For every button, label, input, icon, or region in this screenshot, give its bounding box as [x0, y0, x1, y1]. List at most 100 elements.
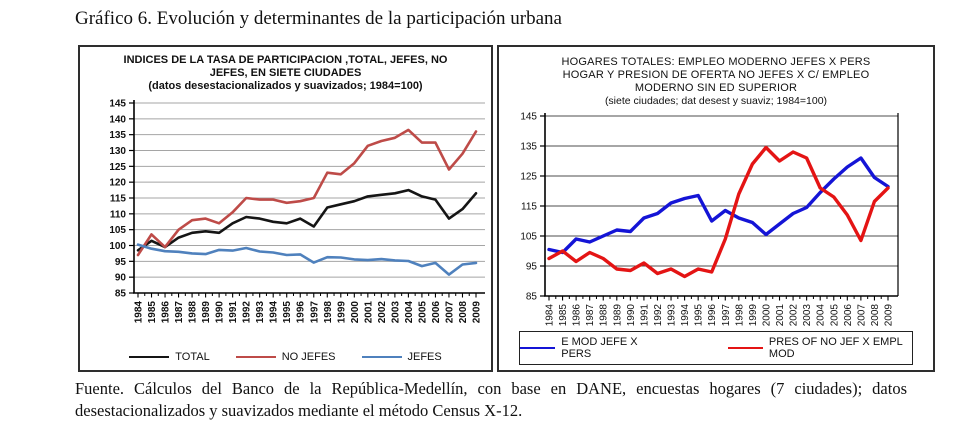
legend-swatch-jefes [361, 355, 402, 359]
left-chart-plot: 85 90 95 100 105 110 115 120 125 130 135 140 145 1984… [109, 99, 485, 324]
svg-text:135: 135 [109, 130, 126, 141]
svg-text:135: 135 [520, 142, 537, 153]
series-line-no-jefes [136, 128, 478, 257]
left-chart-title: INDICES DE LA TASA DE PARTICIPACION ,TOT… [80, 47, 491, 80]
svg-text:85: 85 [526, 292, 538, 303]
svg-text:130: 130 [109, 146, 126, 157]
legend-item-no-jefes: NO JEFES [235, 351, 336, 363]
series-line-jefes [136, 243, 478, 276]
left-chart-panel: INDICES DE LA TASA DE PARTICIPACION ,TOT… [78, 45, 493, 372]
svg-text:2005: 2005 [417, 301, 428, 324]
legend-label-no-jefes: NO JEFES [281, 351, 336, 363]
svg-text:1992: 1992 [653, 304, 664, 327]
participation-indices-tick-labels: 85 90 95 100 105 110 115 120 125 130 135 140 145 1984… [109, 99, 482, 324]
modern-employment-pressure-axes [540, 113, 899, 301]
right-chart-title-line3: MODERNO SIN ED SUPERIOR [634, 82, 798, 94]
series-line-e-mod-jefe-x-pers [547, 156, 890, 255]
svg-text:1996: 1996 [707, 304, 718, 327]
svg-text:2004: 2004 [404, 301, 415, 324]
svg-text:1996: 1996 [296, 301, 307, 324]
svg-text:115: 115 [521, 202, 537, 213]
legend-item-total: TOTAL [129, 351, 210, 363]
svg-text:2008: 2008 [870, 304, 881, 327]
svg-text:2007: 2007 [856, 304, 867, 327]
svg-text:2000: 2000 [350, 301, 361, 324]
svg-text:1990: 1990 [626, 304, 637, 327]
svg-text:2006: 2006 [431, 301, 442, 324]
svg-text:1995: 1995 [694, 304, 705, 327]
svg-text:2007: 2007 [444, 301, 455, 324]
svg-text:1989: 1989 [612, 304, 623, 327]
svg-text:2005: 2005 [829, 304, 840, 327]
svg-text:125: 125 [520, 172, 537, 183]
legend-item-pres-of-no-jef-x-empl-mod: PRES OF NO JEF X EMPL MOD [727, 336, 912, 360]
svg-text:125: 125 [109, 162, 126, 173]
svg-text:1999: 1999 [748, 304, 759, 327]
svg-text:85: 85 [115, 289, 127, 300]
svg-text:95: 95 [526, 262, 538, 273]
svg-text:1989: 1989 [201, 301, 212, 324]
legend-item-jefes: JEFES [361, 351, 442, 363]
legend-swatch-e-mod-jefe-x-pers [520, 346, 556, 350]
svg-text:1993: 1993 [255, 301, 266, 324]
svg-text:1985: 1985 [558, 304, 569, 327]
right-chart-panel: HOGARES TOTALES: EMPLEO MODERNO JEFES X … [497, 45, 935, 372]
legend-label-pres-of-no-jef-x-empl-mod: PRES OF NO JEF X EMPL MOD [768, 336, 903, 360]
legend-item-e-mod-jefe-x-pers: E MOD JEFE X PERS [520, 336, 658, 360]
legend-label-jefes: JEFES [407, 351, 442, 363]
svg-text:120: 120 [109, 178, 126, 189]
legend-swatch-pres-of-no-jef-x-empl-mod [727, 346, 763, 350]
svg-text:2002: 2002 [377, 301, 388, 324]
right-chart-title-line1: HOGARES TOTALES: EMPLEO MODERNO JEFES X … [561, 56, 871, 68]
svg-text:90: 90 [115, 273, 127, 284]
svg-text:1997: 1997 [721, 304, 732, 327]
svg-text:105: 105 [109, 225, 126, 236]
right-chart-subtitle: (siete ciudades; dat desest y suaviz; 19… [604, 95, 828, 107]
series-line-pres-of-no-jef-x-empl-mod [547, 145, 890, 279]
legend-swatch-total [129, 355, 170, 359]
svg-text:145: 145 [109, 99, 126, 110]
svg-text:1986: 1986 [572, 304, 583, 327]
svg-text:1991: 1991 [639, 304, 650, 327]
right-chart-title-line2: HOGAR Y PRESION DE OFERTA NO JEFES X C/ … [562, 69, 870, 81]
svg-text:1984: 1984 [134, 301, 145, 324]
svg-text:2003: 2003 [390, 301, 401, 324]
svg-text:1992: 1992 [242, 301, 253, 324]
svg-text:1997: 1997 [309, 301, 320, 324]
svg-text:105: 105 [520, 232, 537, 243]
svg-text:1998: 1998 [734, 304, 745, 327]
legend-label-total: TOTAL [175, 351, 210, 363]
svg-text:110: 110 [110, 209, 127, 220]
svg-text:2009: 2009 [472, 301, 483, 324]
modern-employment-pressure-gridlines [545, 115, 898, 267]
svg-text:2006: 2006 [843, 304, 854, 327]
svg-text:1988: 1988 [188, 301, 199, 324]
svg-text:1998: 1998 [323, 301, 334, 324]
svg-text:1991: 1991 [228, 301, 239, 324]
svg-text:1987: 1987 [174, 301, 185, 324]
left-chart-subtitle: (datos desestacionalizados y suavizados;… [148, 80, 423, 92]
svg-text:1986: 1986 [161, 301, 172, 324]
svg-text:1990: 1990 [215, 301, 226, 324]
figure-title: Gráfico 6. Evolución y determinantes de … [75, 8, 562, 29]
svg-text:115: 115 [110, 194, 127, 205]
left-chart-legend: TOTAL NO JEFES JEFES [80, 351, 491, 363]
svg-text:1988: 1988 [599, 304, 610, 327]
svg-text:1987: 1987 [585, 304, 596, 327]
svg-text:145: 145 [520, 112, 537, 123]
svg-text:1994: 1994 [269, 301, 280, 324]
svg-text:1995: 1995 [282, 301, 293, 324]
svg-text:2009: 2009 [884, 304, 895, 327]
svg-text:100: 100 [109, 241, 126, 252]
legend-swatch-no-jefes [235, 355, 276, 359]
svg-text:1994: 1994 [680, 304, 691, 327]
svg-text:1993: 1993 [667, 304, 678, 327]
legend-label-e-mod-jefe-x-pers: E MOD JEFE X PERS [561, 336, 638, 360]
svg-text:140: 140 [109, 114, 126, 125]
svg-text:2003: 2003 [802, 304, 813, 327]
participation-indices-gridlines [134, 102, 485, 278]
charts-container: INDICES DE LA TASA DE PARTICIPACION ,TOT… [78, 45, 935, 372]
svg-text:1984: 1984 [545, 304, 556, 327]
source-caption: Fuente. Cálculos del Banco de la Repúbli… [75, 379, 907, 420]
